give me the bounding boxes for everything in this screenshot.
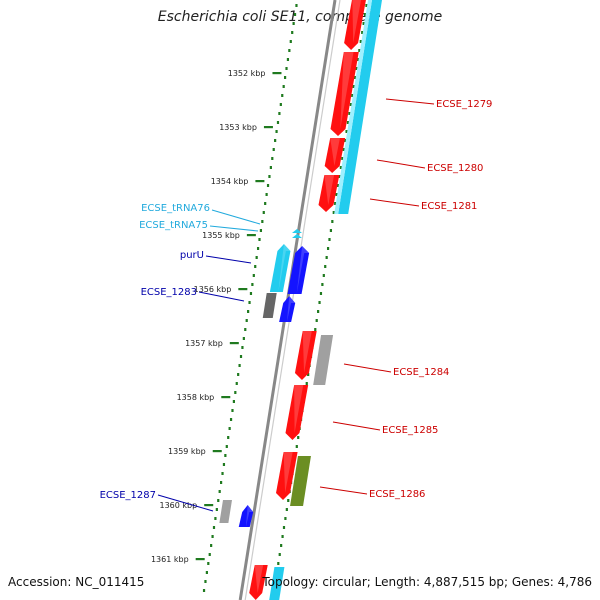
kbp-tick-label: 1353 kbp xyxy=(219,123,257,132)
gene-labels: ECSE_1279 ECSE_1280 ECSE_1281 ECSE_tRNA76 EC… xyxy=(100,98,492,512)
gene-arrow-ecse-1281 xyxy=(318,175,340,212)
gene-arrow-1286-left xyxy=(276,452,298,500)
kbp-tick-label: 1359 kbp xyxy=(168,447,206,456)
gene-label: ECSE_1287 xyxy=(100,490,156,501)
gene-label-leader xyxy=(385,98,435,105)
gene-label-leader xyxy=(211,209,261,225)
gene-arrow-ecse-1279 xyxy=(330,52,359,136)
gene-label: purU xyxy=(180,250,204,261)
gene-label-leader xyxy=(205,255,252,264)
gene-arrow-ecse-1280 xyxy=(324,138,346,173)
kbp-tick xyxy=(221,396,231,399)
kbp-tick-label: 1354 kbp xyxy=(211,177,249,186)
ruler-dotted-line xyxy=(202,4,298,592)
accession-text: Accession: NC_011415 xyxy=(8,575,145,589)
gene-arrow-ecse-1285 xyxy=(285,385,309,440)
kbp-tick xyxy=(263,126,273,129)
gene-label-leader xyxy=(332,421,381,431)
kbp-tick-label: 1361 kbp xyxy=(151,555,189,564)
kbp-tick-label: 1355 kbp xyxy=(202,231,240,240)
gene-arrow-puru xyxy=(287,246,310,294)
gene-label: ECSE_1280 xyxy=(427,163,483,174)
kbp-tick-label: 1356 kbp xyxy=(194,285,232,294)
kbp-ruler: 1352 kbp 1353 kbp 1354 kbp 1355 kbp 1356 kbp… xyxy=(151,69,282,564)
kbp-tick xyxy=(229,342,239,345)
gene-label-leader xyxy=(198,291,245,302)
gene-block-ecse-1284 xyxy=(313,335,334,385)
gene-block-cyan xyxy=(269,244,291,292)
kbp-tick-label: 1358 kbp xyxy=(177,393,215,402)
gene-arrow-1287 xyxy=(238,505,254,527)
kbp-tick xyxy=(212,450,222,453)
gene-label: ECSE_1284 xyxy=(393,367,449,378)
gene-label: ECSE_tRNA75 xyxy=(139,220,208,231)
kbp-tick xyxy=(246,234,256,237)
gene-label: ECSE_1279 xyxy=(436,99,492,110)
gene-label: ECSE_1281 xyxy=(421,201,477,212)
trna-chevron-76 xyxy=(292,229,302,233)
gene-label: ECSE_tRNA76 xyxy=(141,203,210,214)
gene-label: ECSE_1286 xyxy=(369,489,425,500)
gene-label-leader xyxy=(369,198,420,207)
gene-arrow-ecse-1283 xyxy=(279,296,296,322)
gene-label-leader xyxy=(376,159,426,169)
kbp-tick xyxy=(195,558,205,561)
kbp-tick-label: 1352 kbp xyxy=(228,69,266,78)
gene-arrow-1284-left xyxy=(294,331,317,380)
gene-block-ecse-1287 xyxy=(219,500,232,523)
gene-block-grey xyxy=(262,293,277,318)
gene-block-ecse-1286 xyxy=(290,456,311,506)
rna-feature-bottom xyxy=(269,567,285,600)
rna-feature-highlight xyxy=(334,0,373,214)
gene-arrow-top xyxy=(344,0,366,50)
feature-tracks xyxy=(202,0,383,600)
kbp-tick xyxy=(238,288,248,291)
gene-label: ECSE_1283 xyxy=(141,287,197,298)
rna-feature-long xyxy=(338,0,383,214)
kbp-tick xyxy=(272,72,282,75)
gene-label: ECSE_1285 xyxy=(382,425,438,436)
gene-label-leader xyxy=(157,494,214,512)
topology-text: Topology: circular; Length: 4,887,515 bp… xyxy=(262,575,592,589)
trna-chevron-75 xyxy=(292,234,302,238)
kbp-tick xyxy=(204,504,214,507)
gene-label-leader xyxy=(319,486,368,495)
kbp-tick xyxy=(255,180,265,183)
gene-label-leader xyxy=(343,363,392,373)
gene-arrow-bottom xyxy=(249,565,268,600)
kbp-tick-label: 1357 kbp xyxy=(185,339,223,348)
kbp-tick-label: 1360 kbp xyxy=(160,501,198,510)
gene-label-leader xyxy=(209,225,259,232)
